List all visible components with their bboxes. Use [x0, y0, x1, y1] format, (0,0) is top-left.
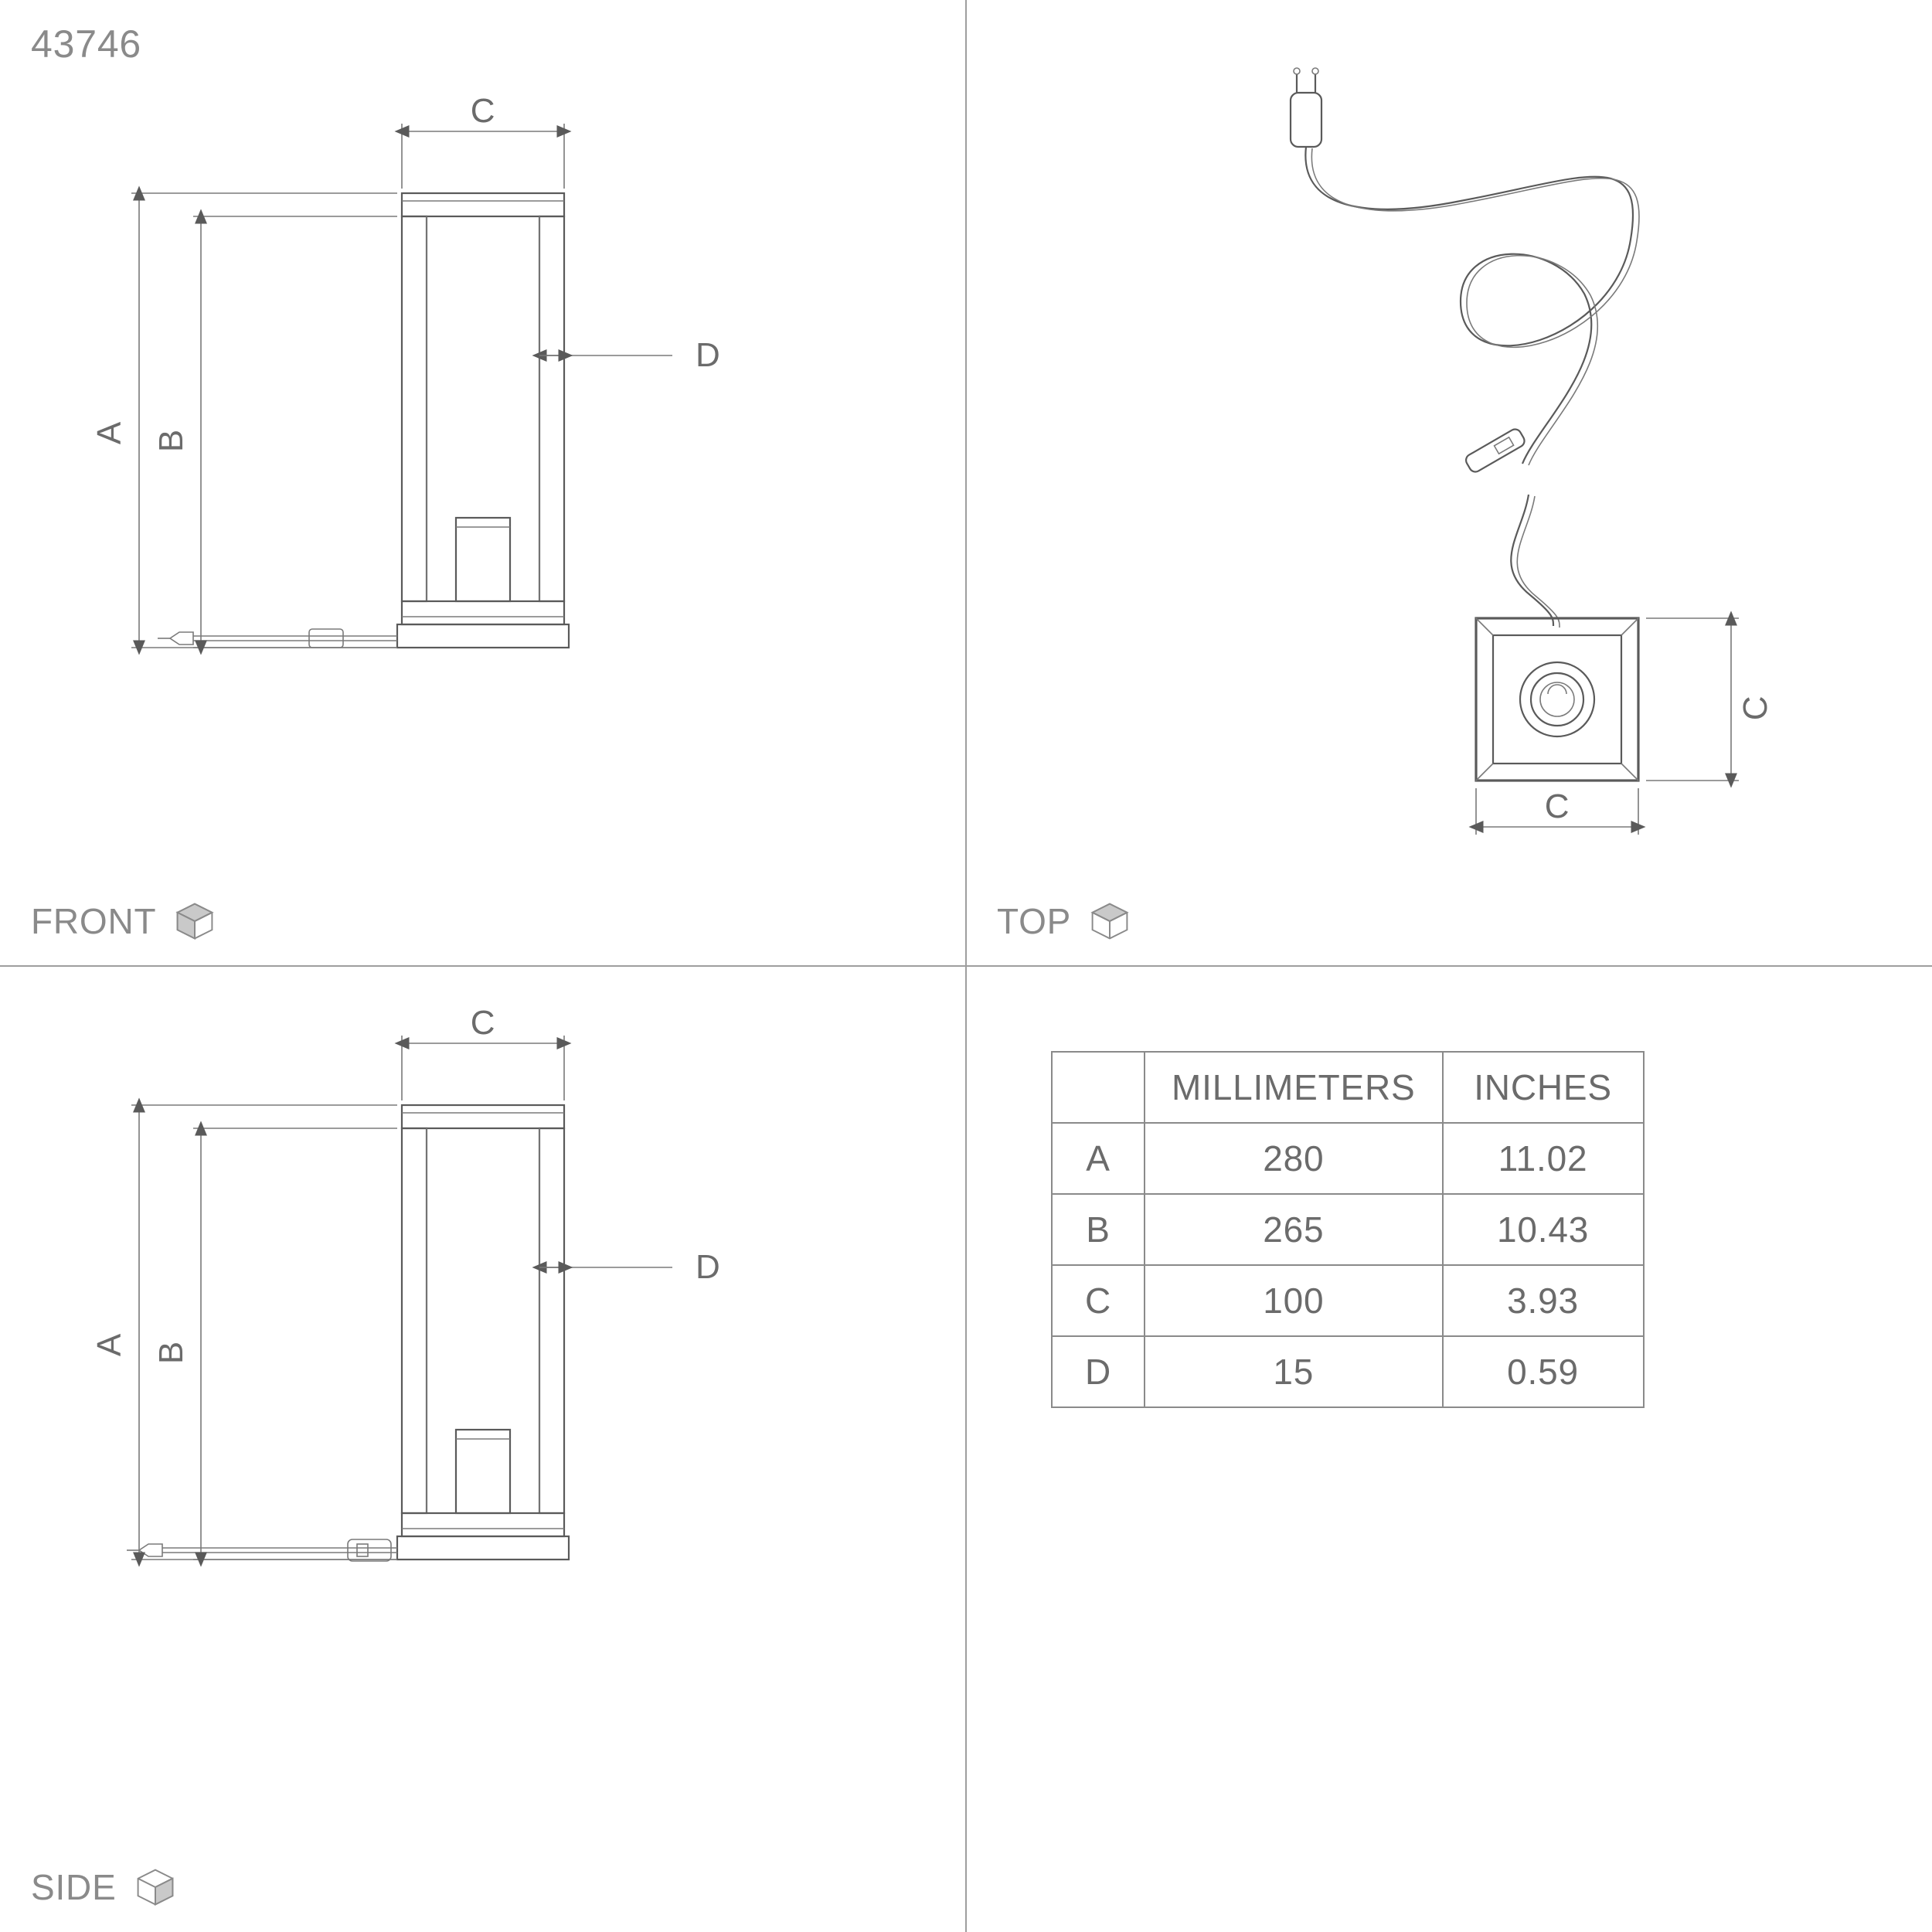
side-label-text: SIDE: [31, 1866, 117, 1908]
dim-letter-d-side: D: [696, 1248, 721, 1286]
cell-key: A: [1052, 1123, 1145, 1194]
top-label-text: TOP: [997, 900, 1071, 942]
cell-mm: 280: [1145, 1123, 1443, 1194]
cell-in: 10.43: [1443, 1194, 1644, 1265]
table-row: C 100 3.93: [1052, 1265, 1644, 1336]
quadrant-table: MILLIMETERS INCHES A 280 11.02 B 265 10.…: [966, 966, 1932, 1932]
cell-mm: 15: [1145, 1336, 1443, 1407]
front-view-label: FRONT: [31, 900, 216, 943]
cell-mm: 100: [1145, 1265, 1443, 1336]
side-view-label: SIDE: [31, 1866, 177, 1909]
table-header-key: [1052, 1052, 1145, 1123]
cell-mm: 265: [1145, 1194, 1443, 1265]
dim-letter-a: A: [90, 421, 128, 444]
dim-letter-a-side: A: [90, 1333, 128, 1356]
table-row: B 265 10.43: [1052, 1194, 1644, 1265]
cube-icon: [134, 1866, 177, 1909]
dim-letter-c-top-v: C: [1736, 696, 1774, 721]
table-row: A 280 11.02: [1052, 1123, 1644, 1194]
table-row: D 15 0.59: [1052, 1336, 1644, 1407]
cube-icon: [173, 900, 216, 943]
quadrant-top: C C TOP: [966, 0, 1932, 966]
cell-in: 3.93: [1443, 1265, 1644, 1336]
dimension-table: MILLIMETERS INCHES A 280 11.02 B 265 10.…: [1051, 1051, 1645, 1408]
front-drawing: A B C: [85, 108, 873, 808]
quadrant-side: A B C: [0, 966, 966, 1932]
side-drawing: A B C: [85, 1020, 873, 1719]
quadrant-front: 43746: [0, 0, 966, 966]
cell-key: D: [1052, 1336, 1145, 1407]
dim-letter-c-top-h: C: [1545, 787, 1570, 825]
front-label-text: FRONT: [31, 900, 156, 942]
table-header-in: INCHES: [1443, 1052, 1644, 1123]
top-view-label: TOP: [997, 900, 1131, 943]
divider-horizontal: [0, 965, 1932, 967]
part-number: 43746: [31, 22, 141, 66]
dim-letter-b: B: [152, 429, 190, 452]
cell-key: B: [1052, 1194, 1145, 1265]
top-drawing: C C: [1059, 62, 1870, 838]
dim-letter-b-side: B: [152, 1341, 190, 1364]
table-header-mm: MILLIMETERS: [1145, 1052, 1443, 1123]
cube-icon: [1088, 900, 1131, 943]
table-header-row: MILLIMETERS INCHES: [1052, 1052, 1644, 1123]
cell-in: 0.59: [1443, 1336, 1644, 1407]
cell-key: C: [1052, 1265, 1145, 1336]
dim-letter-c-front: C: [471, 92, 496, 130]
cell-in: 11.02: [1443, 1123, 1644, 1194]
dim-letter-d-front: D: [696, 336, 721, 374]
dim-letter-c-side: C: [471, 1004, 496, 1042]
